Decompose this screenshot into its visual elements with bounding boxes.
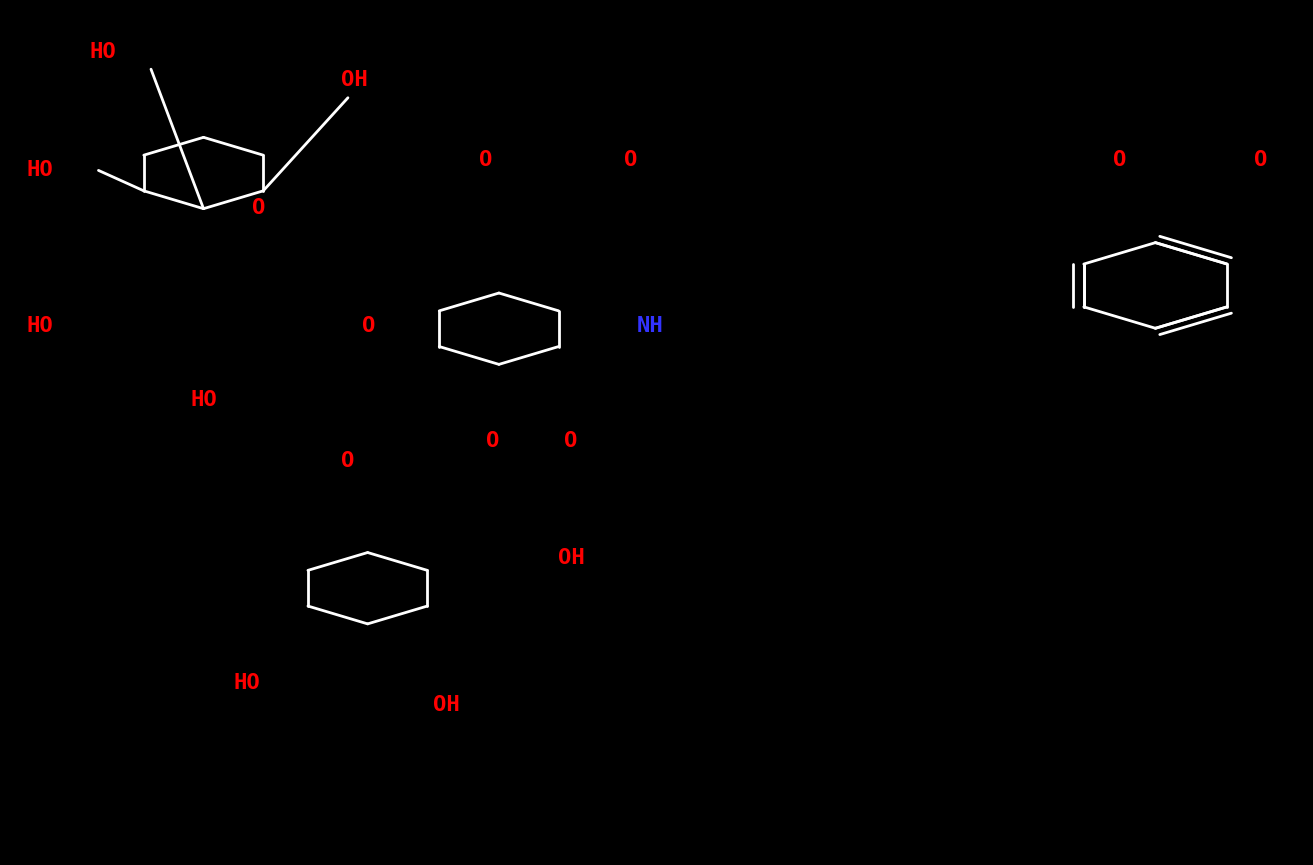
- Text: OH: OH: [341, 70, 368, 91]
- Text: HO: HO: [190, 389, 217, 410]
- Text: HO: HO: [26, 160, 53, 181]
- Text: O: O: [341, 451, 355, 471]
- Text: O: O: [1254, 150, 1267, 170]
- Text: O: O: [362, 316, 376, 336]
- Text: NH: NH: [637, 316, 663, 336]
- Text: O: O: [565, 431, 578, 452]
- Text: HO: HO: [234, 673, 260, 694]
- Text: OH: OH: [558, 548, 584, 568]
- Text: O: O: [624, 150, 637, 170]
- Text: OH: OH: [433, 695, 460, 715]
- Text: HO: HO: [26, 316, 53, 336]
- Text: O: O: [1113, 150, 1127, 170]
- Text: O: O: [479, 150, 492, 170]
- Text: O: O: [486, 431, 499, 452]
- Text: O: O: [252, 197, 265, 218]
- Text: HO: HO: [89, 42, 116, 62]
